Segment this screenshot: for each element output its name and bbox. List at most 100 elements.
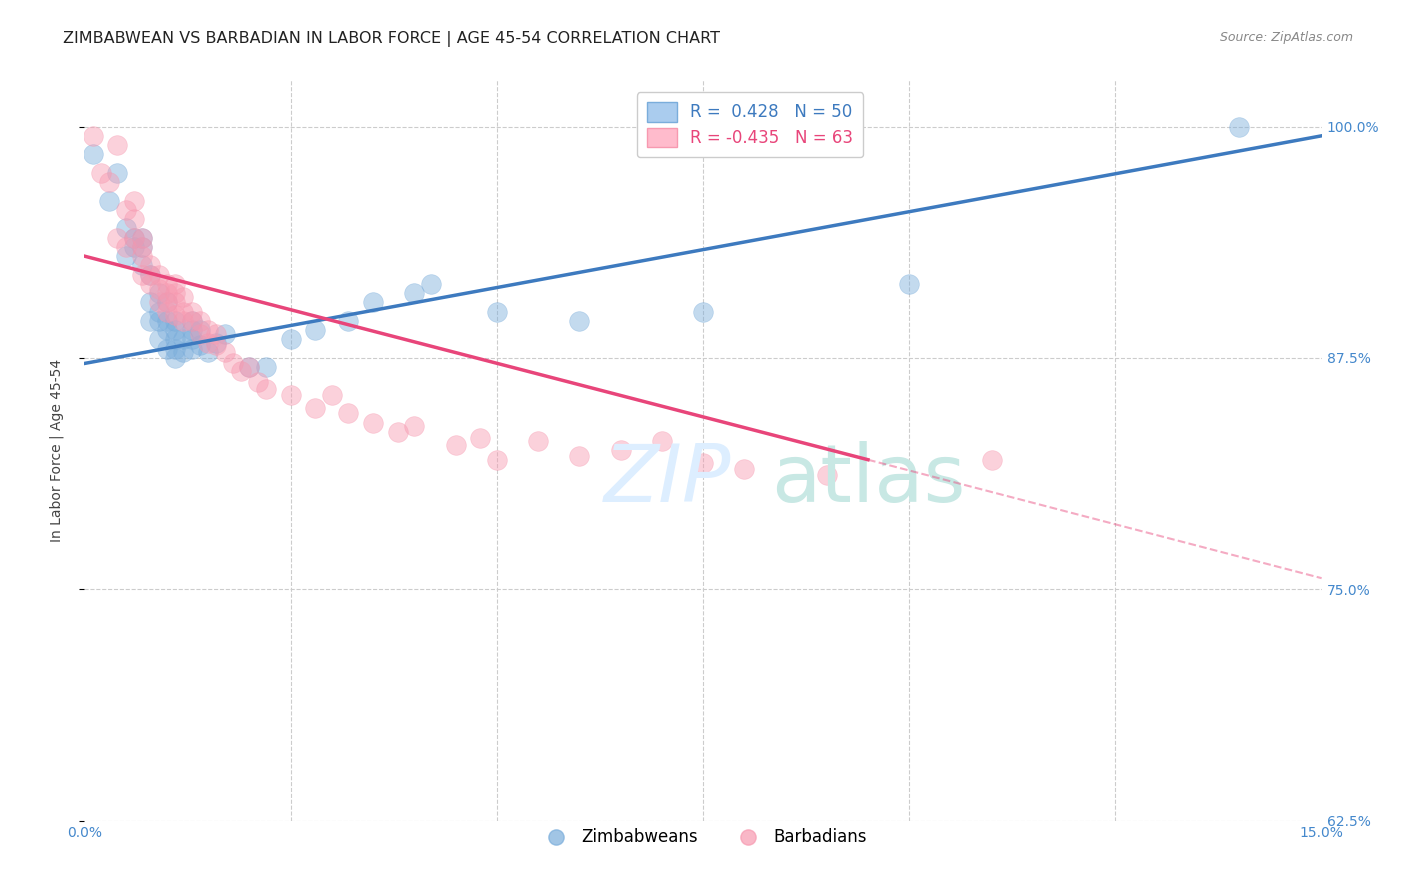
Point [980,452,1002,467]
Point [148,286,170,301]
Point [304,401,326,415]
Point [156,286,179,301]
Point [337,407,360,421]
Point [609,443,631,458]
Point [180,314,202,328]
Point [122,230,145,244]
Point [156,277,179,291]
Point [165,323,187,337]
Point [165,332,187,346]
Point [139,268,162,282]
Point [165,277,187,291]
Point [165,351,187,365]
Point [165,295,187,310]
Point [172,304,194,318]
Point [205,336,228,351]
Point [139,314,162,328]
Point [122,194,145,208]
Point [214,326,236,341]
Point [180,314,202,328]
Point [361,295,384,310]
Point [172,290,194,304]
Point [188,314,211,328]
Point [148,268,170,282]
Point [156,314,179,328]
Point [156,295,179,310]
Point [815,467,838,482]
Point [114,221,136,235]
Point [197,336,219,351]
Point [82,147,104,161]
Point [404,419,426,434]
Point [98,194,121,208]
Point [197,323,219,337]
Point [280,332,302,346]
Point [122,212,145,227]
Point [188,338,211,352]
Point [114,240,136,254]
Point [651,434,673,449]
Point [148,304,170,318]
Point [229,364,252,378]
Legend: Zimbabweans, Barbadians: Zimbabweans, Barbadians [533,822,873,853]
Point [131,249,153,263]
Point [139,277,162,291]
Point [238,360,260,375]
Point [105,230,128,244]
Point [214,345,236,359]
Point [222,356,245,370]
Point [82,128,104,143]
Point [337,314,360,328]
Point [114,202,136,217]
Point [131,268,153,282]
Point [165,314,187,328]
Point [419,277,441,291]
Point [131,258,153,272]
Point [172,314,194,328]
Point [188,323,211,337]
Point [205,338,228,352]
Point [148,332,170,346]
Point [131,240,153,254]
Point [387,425,409,439]
Point [139,295,162,310]
Point [180,342,202,356]
Point [122,230,145,244]
Point [165,286,187,301]
Point [321,388,343,402]
Point [188,326,211,341]
Point [156,342,179,356]
Point [148,314,170,328]
Point [733,462,755,476]
Point [139,258,162,272]
Point [148,295,170,310]
Point [165,342,187,356]
Point [156,323,179,337]
Point [304,323,326,337]
Point [114,249,136,263]
Point [254,360,277,375]
Y-axis label: In Labor Force | Age 45-54: In Labor Force | Age 45-54 [49,359,63,542]
Point [898,277,921,291]
Point [238,360,260,375]
Point [485,452,508,467]
Point [122,240,145,254]
Point [205,326,228,341]
Point [98,175,121,189]
Point [246,375,269,389]
Point [131,230,153,244]
Point [131,230,153,244]
Point [692,304,714,318]
Point [156,304,179,318]
Point [1227,120,1250,134]
Point [139,268,162,282]
Point [90,166,112,180]
Text: ZIMBABWEAN VS BARBADIAN IN LABOR FORCE | AGE 45-54 CORRELATION CHART: ZIMBABWEAN VS BARBADIAN IN LABOR FORCE |… [63,31,720,47]
Point [692,457,714,471]
Point [361,416,384,430]
Point [404,286,426,301]
Point [165,309,187,323]
Point [172,345,194,359]
Text: ZIP: ZIP [605,441,731,519]
Point [568,314,591,328]
